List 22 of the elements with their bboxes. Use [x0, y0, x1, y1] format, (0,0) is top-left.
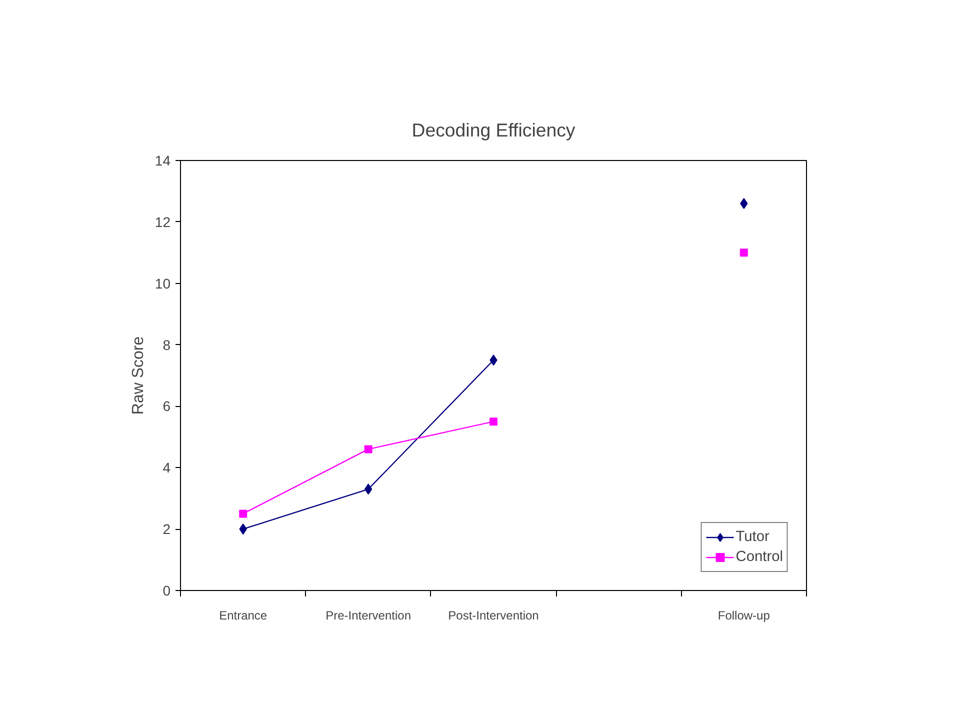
y-tick-label: 8 — [162, 336, 171, 353]
point — [364, 445, 372, 454]
y-tick-label: 4 — [162, 460, 171, 476]
x-tick-label: Pre-Intervention — [326, 608, 411, 622]
y-tick-label: 6 — [162, 398, 171, 414]
point — [239, 510, 248, 518]
x-tick-label: Entrance — [219, 608, 268, 622]
y-tick-label: 2 — [162, 521, 171, 538]
y-tick-label: 10 — [154, 275, 171, 292]
x-tick-label: Follow-up — [718, 608, 770, 622]
point — [364, 484, 372, 495]
point — [490, 418, 498, 426]
x-tick-label: Post-Intervention — [448, 608, 539, 622]
y-tick-label: 0 — [162, 582, 171, 598]
y-tick-label: 14 — [154, 152, 171, 168]
point — [740, 248, 748, 257]
y-axis-title: Raw Score — [130, 336, 147, 415]
point — [740, 198, 748, 209]
y-tick-label: 12 — [154, 214, 171, 230]
chart-title: Decoding Efficiency — [412, 120, 576, 140]
legend-label: Tutor — [736, 529, 770, 545]
legend-label: Control — [736, 549, 783, 565]
